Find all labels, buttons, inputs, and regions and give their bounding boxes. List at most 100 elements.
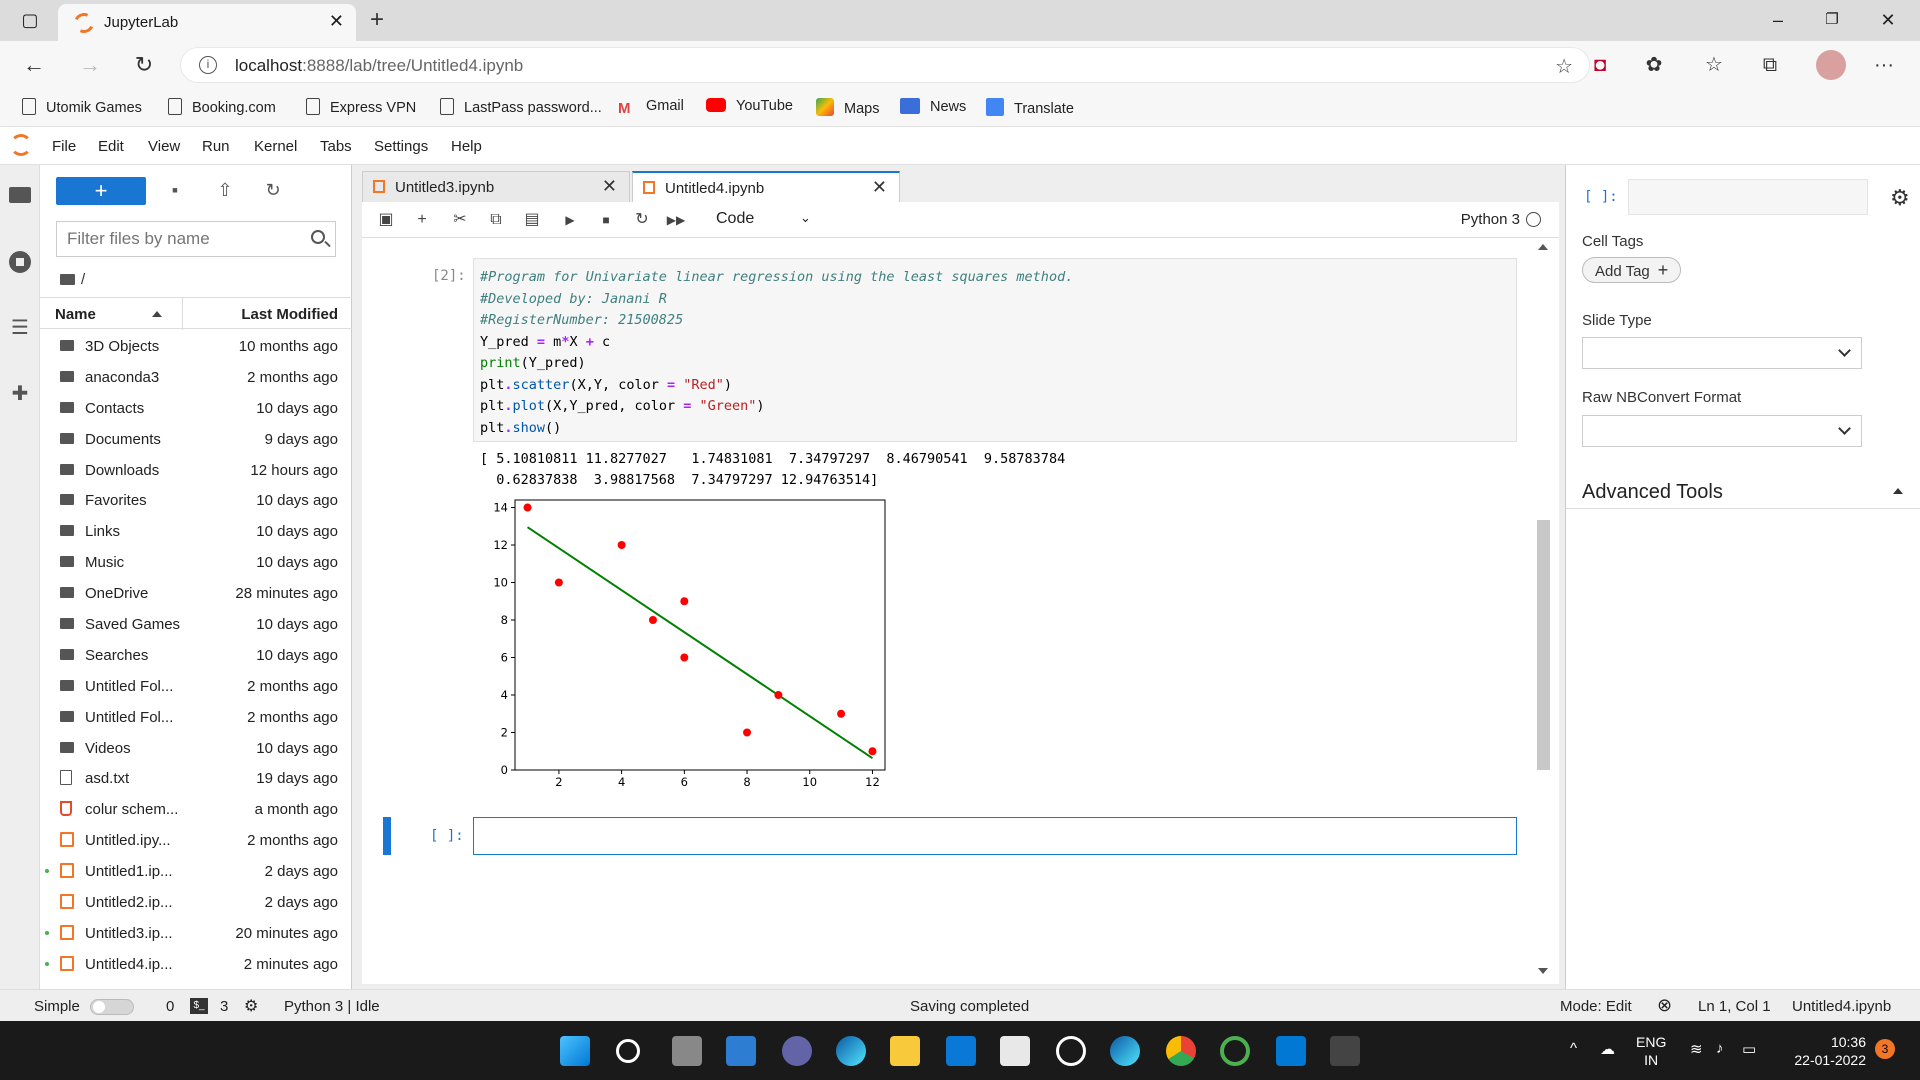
notebook-scrollbar[interactable]: [1536, 238, 1550, 978]
bookmark-gmail[interactable]: M Gmail: [618, 98, 684, 117]
info-icon[interactable]: i: [199, 56, 217, 74]
tab-untitled3[interactable]: Untitled3.ipynb ✕: [362, 171, 630, 202]
chrome-icon[interactable]: [1166, 1036, 1196, 1066]
restart-kernel-icon[interactable]: ↻: [635, 211, 649, 228]
teams-chat-icon[interactable]: [782, 1036, 812, 1066]
bookmark-youtube[interactable]: YouTube: [706, 98, 793, 114]
edge-icon[interactable]: [836, 1036, 866, 1066]
volume-icon[interactable]: ♪: [1716, 1040, 1724, 1057]
menu-tabs[interactable]: Tabs: [320, 138, 352, 155]
file-row[interactable]: Links 10 days ago: [40, 516, 352, 547]
widgets-icon[interactable]: [726, 1036, 756, 1066]
file-row[interactable]: Untitled2.ip... 2 days ago: [40, 887, 352, 918]
menu-kernel[interactable]: Kernel: [254, 138, 298, 155]
tray-chevron-icon[interactable]: ^: [1570, 1040, 1578, 1057]
file-row[interactable]: Untitled.ipy... 2 months ago: [40, 825, 352, 856]
insert-cell-icon[interactable]: +: [417, 211, 427, 228]
language-indicator[interactable]: ENG IN: [1636, 1034, 1667, 1068]
anaconda-icon[interactable]: [1220, 1036, 1250, 1066]
inspector-cell-input[interactable]: [1628, 179, 1868, 215]
table-of-contents-icon[interactable]: ☰: [11, 317, 29, 339]
save-icon[interactable]: ▣: [378, 211, 394, 228]
advanced-tools-header[interactable]: Advanced Tools: [1566, 473, 1920, 509]
run-icon[interactable]: ▶: [565, 213, 575, 227]
favorites-icon[interactable]: ☆: [1705, 54, 1723, 76]
menu-settings[interactable]: Settings: [374, 138, 429, 155]
bookmark-news[interactable]: News: [900, 98, 966, 115]
terminal-count[interactable]: 3: [220, 998, 229, 1015]
bookmark-maps[interactable]: Maps: [816, 98, 879, 117]
lastpass-extension-icon[interactable]: ◘: [1593, 54, 1607, 76]
running-sessions-icon[interactable]: [9, 251, 31, 273]
menu-file[interactable]: File: [52, 138, 77, 155]
empty-code-cell[interactable]: [473, 817, 1517, 855]
wifi-icon[interactable]: ≋: [1690, 1041, 1703, 1058]
mail-icon[interactable]: [946, 1036, 976, 1066]
upload-icon[interactable]: ⇧: [217, 180, 233, 200]
refresh-icon[interactable]: ↻: [134, 52, 154, 77]
menu-run[interactable]: Run: [202, 138, 230, 155]
extension-manager-icon[interactable]: ✚: [11, 383, 29, 405]
bookmark-booking[interactable]: Booking.com: [168, 98, 276, 116]
file-row[interactable]: Downloads 12 hours ago: [40, 455, 352, 486]
edge-beta-icon[interactable]: [1110, 1036, 1140, 1066]
bookmark-lastpass[interactable]: LastPass password...: [440, 98, 602, 116]
file-row[interactable]: Documents 9 days ago: [40, 424, 352, 455]
close-tab-icon[interactable]: ✕: [328, 11, 344, 31]
gear-icon[interactable]: ⚙: [1890, 185, 1910, 210]
paste-icon[interactable]: ▤: [524, 211, 540, 228]
new-launcher-button[interactable]: +: [56, 177, 146, 205]
file-row[interactable]: Untitled1.ip... 2 days ago: [40, 856, 352, 887]
search-icon[interactable]: [616, 1039, 640, 1063]
scroll-down-icon[interactable]: [1538, 968, 1548, 974]
raw-nbconvert-select[interactable]: [1582, 415, 1862, 447]
file-row[interactable]: Untitled Fol... 2 months ago: [40, 702, 352, 733]
file-browser-icon[interactable]: [9, 187, 31, 203]
cursor-position[interactable]: Ln 1, Col 1: [1698, 998, 1771, 1015]
task-view-icon[interactable]: [672, 1036, 702, 1066]
more-options-icon[interactable]: ···: [1874, 54, 1894, 76]
file-explorer-icon[interactable]: [890, 1036, 920, 1066]
column-last-modified[interactable]: Last Modified: [241, 306, 338, 323]
file-row[interactable]: Saved Games 10 days ago: [40, 609, 352, 640]
file-row[interactable]: Videos 10 days ago: [40, 733, 352, 764]
breadcrumb[interactable]: /: [60, 271, 85, 288]
kernel-count[interactable]: 0: [166, 998, 175, 1015]
add-tag-button[interactable]: Add Tag +: [1582, 257, 1682, 283]
column-name[interactable]: Name: [55, 306, 96, 323]
file-row[interactable]: Untitled4.ip... 2 minutes ago: [40, 949, 352, 980]
new-tab-icon[interactable]: +: [370, 6, 385, 33]
file-row[interactable]: OneDrive 28 minutes ago: [40, 578, 352, 609]
bookmark-expressvpn[interactable]: Express VPN: [306, 98, 416, 116]
tab-untitled4[interactable]: Untitled4.ipynb ✕: [632, 171, 900, 202]
file-row[interactable]: asd.txt 19 days ago: [40, 763, 352, 794]
collections-icon[interactable]: ⧉: [1762, 54, 1778, 76]
file-row[interactable]: Favorites 10 days ago: [40, 485, 352, 516]
file-row[interactable]: Searches 10 days ago: [40, 640, 352, 671]
file-row[interactable]: Untitled3.ip... 20 minutes ago: [40, 918, 352, 949]
onedrive-icon[interactable]: ☁: [1600, 1041, 1615, 1058]
bookmark-translate[interactable]: Translate: [986, 98, 1074, 117]
dropbox-icon[interactable]: [1000, 1036, 1030, 1066]
tab-actions-icon[interactable]: ▢: [21, 10, 39, 30]
new-folder-icon[interactable]: ▪: [171, 180, 179, 200]
stop-icon[interactable]: ■: [602, 213, 610, 227]
cut-icon[interactable]: ✂: [453, 211, 467, 228]
app-icon[interactable]: [1056, 1036, 1086, 1066]
scrollbar-thumb[interactable]: [1537, 520, 1550, 770]
close-window-icon[interactable]: ✕: [1880, 10, 1896, 30]
copy-icon[interactable]: ⧉: [490, 211, 502, 228]
restore-icon[interactable]: ❐: [1825, 11, 1839, 28]
menu-help[interactable]: Help: [451, 138, 482, 155]
file-row[interactable]: anaconda3 2 months ago: [40, 362, 352, 393]
scroll-up-icon[interactable]: [1538, 244, 1548, 250]
start-icon[interactable]: [560, 1036, 590, 1066]
bookmark-utomik[interactable]: Utomik Games: [22, 98, 142, 116]
url-text[interactable]: localhost:8888/lab/tree/Untitled4.ipynb: [235, 56, 524, 75]
file-row[interactable]: Untitled Fol... 2 months ago: [40, 671, 352, 702]
file-row[interactable]: colur schem... a month ago: [40, 794, 352, 825]
back-icon[interactable]: ←: [23, 52, 45, 77]
minimize-icon[interactable]: –: [1772, 10, 1783, 30]
file-row[interactable]: Music 10 days ago: [40, 547, 352, 578]
kernel-indicator[interactable]: Python 3: [1461, 211, 1541, 228]
